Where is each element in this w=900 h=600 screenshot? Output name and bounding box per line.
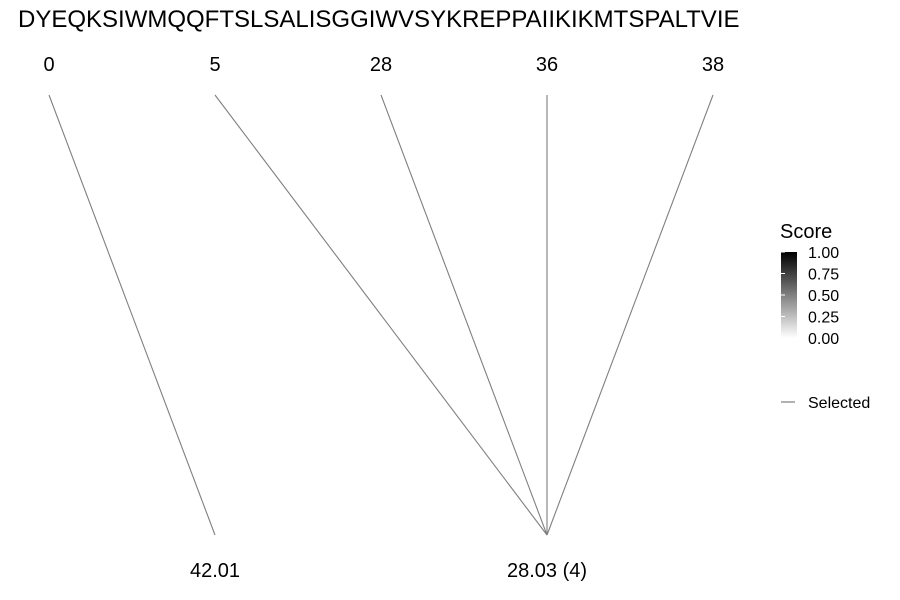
mass-label-1: 28.03 (4) <box>507 560 587 582</box>
position-label-36: 36 <box>536 54 558 76</box>
legend-tick-4: 0.00 <box>808 331 839 348</box>
link-line-38 <box>546 94 714 536</box>
legend-tick-0: 1.00 <box>808 245 839 262</box>
legend-ticks: 1.00 0.75 0.50 0.25 0.00 <box>781 245 839 348</box>
position-label-0: 0 <box>43 54 54 76</box>
peptide-sequence: DYEQKSIWMQQFTSLSALISGGIWVSYKREPPAIIKIKMT… <box>18 6 740 33</box>
position-label-28: 28 <box>370 54 392 76</box>
link-line-28 <box>380 94 548 536</box>
legend-title: Score <box>780 221 832 243</box>
links-layer <box>48 94 714 536</box>
legend-selected-label: Selected <box>808 395 870 412</box>
positions-layer: 0 5 28 36 38 <box>43 54 724 76</box>
mass-label-0: 42.01 <box>190 560 240 582</box>
legend-tick-1: 0.75 <box>808 267 839 284</box>
masses-layer: 42.01 28.03 (4) <box>190 560 587 582</box>
link-line-5 <box>214 94 548 536</box>
score-legend: Score 1.00 0.75 0.50 0.25 0.00 Selected <box>780 221 870 412</box>
position-label-5: 5 <box>209 54 220 76</box>
legend-tick-3: 0.25 <box>808 310 839 327</box>
link-line-0 <box>48 94 216 536</box>
position-label-38: 38 <box>702 54 724 76</box>
legend-tick-2: 0.50 <box>808 288 839 305</box>
